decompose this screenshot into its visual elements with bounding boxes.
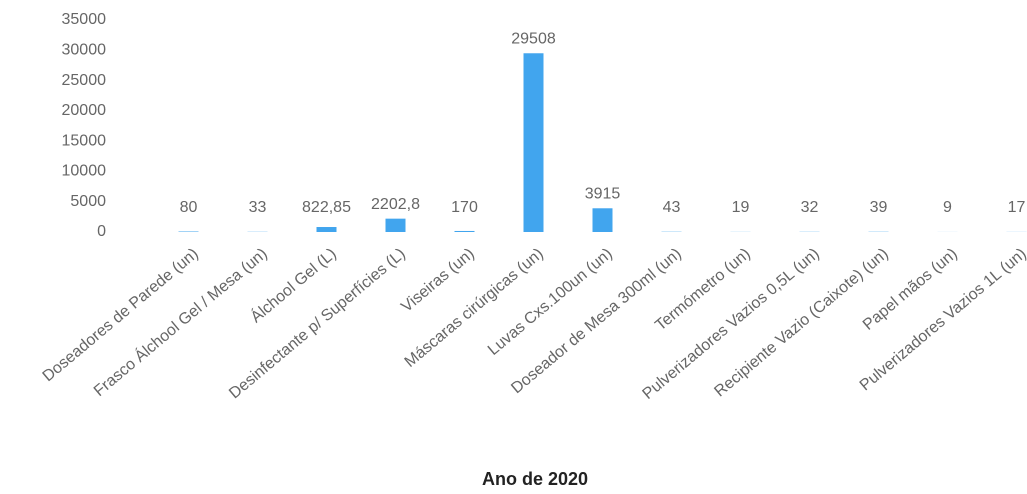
y-tick-label: 20000	[62, 102, 107, 119]
data-label: 9	[943, 199, 952, 216]
bar	[454, 230, 475, 232]
data-label: 170	[451, 199, 478, 216]
y-tick-label: 15000	[62, 132, 107, 149]
y-tick-label: 30000	[62, 42, 107, 59]
data-label: 39	[870, 199, 888, 216]
x-axis-title: Ano de 2020	[482, 469, 588, 489]
y-tick-label: 25000	[62, 72, 107, 89]
data-label: 32	[801, 199, 819, 216]
y-tick-label: 0	[97, 223, 106, 240]
data-label: 19	[732, 199, 750, 216]
x-tick-label: Luvas Cxs.100un (un)	[485, 245, 616, 359]
bar	[316, 227, 337, 232]
bar	[523, 53, 544, 233]
data-label: 29508	[511, 30, 556, 47]
data-label: 3915	[585, 186, 621, 203]
data-label: 80	[180, 199, 198, 216]
bar	[592, 208, 613, 232]
bar	[385, 218, 406, 232]
data-label: 43	[663, 199, 681, 216]
data-label: 33	[249, 199, 267, 216]
y-tick-label: 35000	[62, 11, 107, 28]
data-label: 17	[1008, 199, 1026, 216]
data-label: 2202,8	[371, 196, 420, 213]
data-label: 822,85	[302, 199, 351, 216]
x-tick-label: Máscaras cirúrgicas (un)	[402, 245, 547, 371]
y-tick-label: 10000	[62, 163, 107, 180]
y-tick-label: 5000	[70, 193, 106, 210]
